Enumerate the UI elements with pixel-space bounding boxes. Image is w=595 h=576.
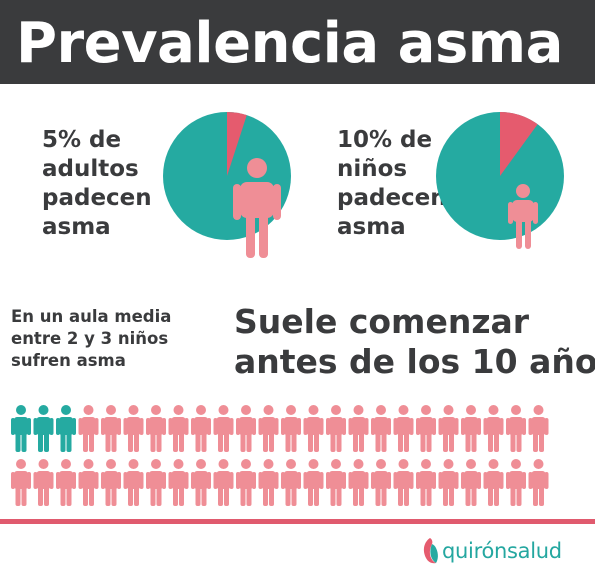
child-icon	[168, 405, 189, 452]
adult-stat-line: adultos	[42, 156, 139, 182]
child-stat-line: niños	[337, 156, 408, 182]
child-icon	[416, 459, 436, 506]
child-icon	[191, 405, 211, 452]
child-icon	[168, 459, 189, 506]
child-icon	[348, 405, 369, 452]
child-pie-slice	[500, 112, 538, 176]
child-icon	[438, 459, 459, 506]
adult-stat-line: padecen	[42, 185, 152, 211]
onset-line: Suele comenzar	[234, 302, 530, 341]
affected-child-icon	[33, 405, 54, 452]
child-icon	[213, 459, 234, 506]
child-icon	[123, 459, 144, 506]
child-icon	[78, 459, 99, 506]
adult-stat-line: asma	[42, 214, 111, 240]
child-icon	[56, 459, 76, 506]
child-icon	[258, 405, 279, 452]
child-stat-line: padecen	[337, 185, 447, 211]
child-person-icon	[508, 184, 538, 249]
brand-name: quirónsalud	[442, 539, 562, 563]
child-icon	[506, 459, 526, 506]
header-bar: Prevalencia asma	[0, 0, 595, 84]
child-stat-line: 10% de	[337, 127, 433, 153]
child-icon	[483, 459, 504, 506]
child-icon	[303, 405, 324, 452]
child-icon	[101, 459, 121, 506]
child-stat-text: 10% de niños padecen asma	[337, 126, 447, 242]
child-icon	[326, 459, 346, 506]
child-icon	[146, 405, 166, 452]
child-icon	[326, 405, 346, 452]
child-icon	[461, 405, 481, 452]
affected-child-icon	[56, 405, 76, 452]
adult-person-icon	[233, 158, 281, 258]
child-prevalence-pie	[436, 112, 564, 249]
adult-pie-slice	[227, 112, 247, 176]
classroom-text: En un aula media entre 2 y 3 niños sufre…	[11, 306, 171, 372]
child-stat-line: asma	[337, 214, 406, 240]
child-icon	[303, 459, 324, 506]
classroom-line: sufren asma	[11, 351, 126, 370]
child-icon	[258, 459, 279, 506]
child-icon	[528, 459, 549, 506]
affected-child-icon	[11, 405, 31, 452]
child-icon	[438, 405, 459, 452]
child-icon	[123, 405, 144, 452]
child-icon	[213, 405, 234, 452]
child-icon	[191, 459, 211, 506]
child-icon	[281, 459, 301, 506]
child-icon	[461, 459, 481, 506]
child-icon	[101, 405, 121, 452]
adult-stat-text: 5% de adultos padecen asma	[42, 126, 152, 242]
child-icon	[528, 405, 549, 452]
onset-text: Suele comenzar antes de los 10 años	[234, 302, 595, 382]
quironsalud-logo-icon	[423, 538, 438, 564]
child-icon	[281, 405, 301, 452]
child-icon	[371, 405, 391, 452]
child-icon	[33, 459, 54, 506]
child-icon	[236, 405, 256, 452]
child-icon	[483, 405, 504, 452]
child-icon	[506, 405, 526, 452]
child-icon	[416, 405, 436, 452]
child-icon	[393, 405, 414, 452]
child-icon	[11, 459, 31, 506]
adult-prevalence-pie	[163, 112, 291, 258]
child-icon	[236, 459, 256, 506]
adult-stat-line: 5% de	[42, 127, 122, 153]
classroom-line: En un aula media	[11, 307, 172, 326]
footer-divider	[0, 519, 595, 524]
classroom-people-grid	[11, 405, 549, 506]
child-icon	[78, 405, 99, 452]
classroom-line: entre 2 y 3 niños	[11, 329, 169, 348]
child-icon	[146, 459, 166, 506]
child-icon	[371, 459, 391, 506]
child-icon	[348, 459, 369, 506]
onset-line: antes de los 10 años	[234, 342, 595, 381]
page-title: Prevalencia asma	[16, 11, 563, 76]
child-icon	[393, 459, 414, 506]
